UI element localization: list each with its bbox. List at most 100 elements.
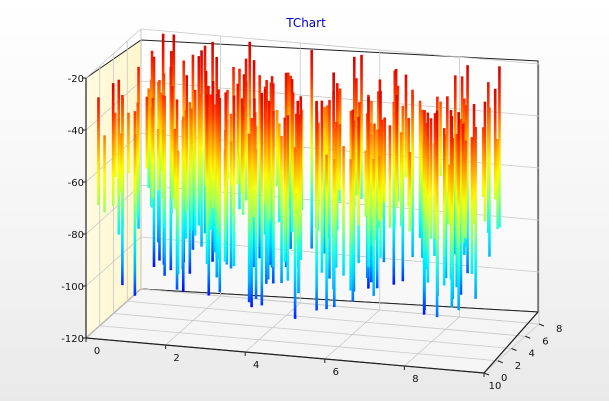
bar (176, 150, 180, 275)
bar (173, 128, 177, 209)
x-axis-line (85, 337, 485, 374)
bar (209, 94, 212, 231)
gridline-floor-z (127, 300, 526, 337)
bar (457, 112, 460, 311)
bar (283, 117, 287, 262)
bar (145, 96, 149, 169)
bar (299, 96, 303, 261)
bar (421, 109, 424, 258)
bar (169, 66, 173, 271)
bar (103, 135, 106, 213)
z-tick-mark (483, 372, 490, 376)
bar (433, 113, 437, 239)
bar (483, 101, 487, 222)
bar (111, 83, 115, 207)
z-tick-label: 4 (529, 349, 535, 360)
bar (493, 88, 497, 200)
bar (205, 94, 209, 265)
bar (408, 151, 412, 232)
bar (435, 110, 439, 318)
bar (383, 117, 387, 203)
bar (355, 78, 358, 196)
bar (472, 104, 476, 224)
bar (395, 94, 398, 208)
bar (290, 79, 294, 233)
bar (267, 100, 271, 220)
bar (97, 97, 100, 206)
bar (120, 133, 123, 193)
bar (293, 147, 297, 319)
x-tick-label: 0 (94, 346, 100, 357)
bar (401, 105, 405, 282)
bar (392, 112, 396, 230)
bar (364, 150, 368, 217)
bar (424, 122, 428, 270)
z-tick-label: 8 (556, 324, 562, 335)
bar (474, 126, 477, 299)
bar (232, 95, 236, 267)
bar (223, 149, 227, 262)
bar (250, 118, 253, 308)
z-tick-mark (511, 348, 517, 351)
x-axis-ticks: 0 2 4 6 8 10 (85, 338, 502, 392)
x-tick-label: 2 (173, 353, 179, 364)
z-tick-mark (525, 335, 531, 339)
bar (453, 75, 457, 255)
gridline-floor-z (99, 325, 498, 362)
bar (229, 141, 233, 186)
bar (207, 112, 211, 296)
bar (423, 110, 426, 310)
bar (158, 79, 161, 261)
bar (275, 110, 279, 187)
bar (193, 89, 197, 236)
x-tick-label: 10 (489, 381, 502, 392)
z-tick-label: 6 (542, 336, 548, 347)
bar (156, 129, 160, 191)
bar (448, 164, 451, 225)
bar (213, 104, 217, 253)
z-axis-line (483, 311, 539, 374)
bar (151, 97, 155, 199)
z-tick-mark (497, 360, 503, 364)
bar (229, 113, 233, 269)
bar (159, 92, 163, 172)
x-tick-label: 6 (333, 367, 339, 378)
chart-title: TChart (285, 16, 326, 30)
y-tick-label: -100 (61, 282, 84, 293)
gridline-floor-z (140, 288, 540, 325)
bar (370, 134, 373, 246)
bar-series (97, 33, 501, 319)
bar (487, 82, 490, 234)
bar (418, 100, 422, 238)
x-tick-label: 8 (412, 374, 418, 385)
bar (349, 159, 352, 291)
bar (357, 116, 360, 226)
bar (254, 149, 258, 299)
bar (439, 101, 442, 177)
bar (342, 146, 345, 276)
y-tick-label: -80 (68, 230, 84, 241)
bar (498, 66, 501, 228)
bar (315, 100, 318, 311)
bar (450, 116, 454, 308)
bar (328, 99, 331, 279)
bar (244, 81, 248, 201)
bar (191, 54, 195, 250)
bar (147, 88, 150, 188)
gridline-back-y (140, 28, 540, 65)
bar (133, 133, 137, 194)
bar (272, 110, 275, 267)
bar (185, 75, 188, 212)
bar (378, 156, 381, 221)
gridline-floor-z (113, 313, 512, 349)
bar (310, 50, 313, 249)
bar (260, 92, 264, 306)
bar (263, 89, 267, 204)
bar (459, 119, 463, 295)
bar (461, 124, 465, 244)
bar (200, 50, 203, 247)
bar (236, 83, 240, 185)
bar (399, 132, 403, 227)
